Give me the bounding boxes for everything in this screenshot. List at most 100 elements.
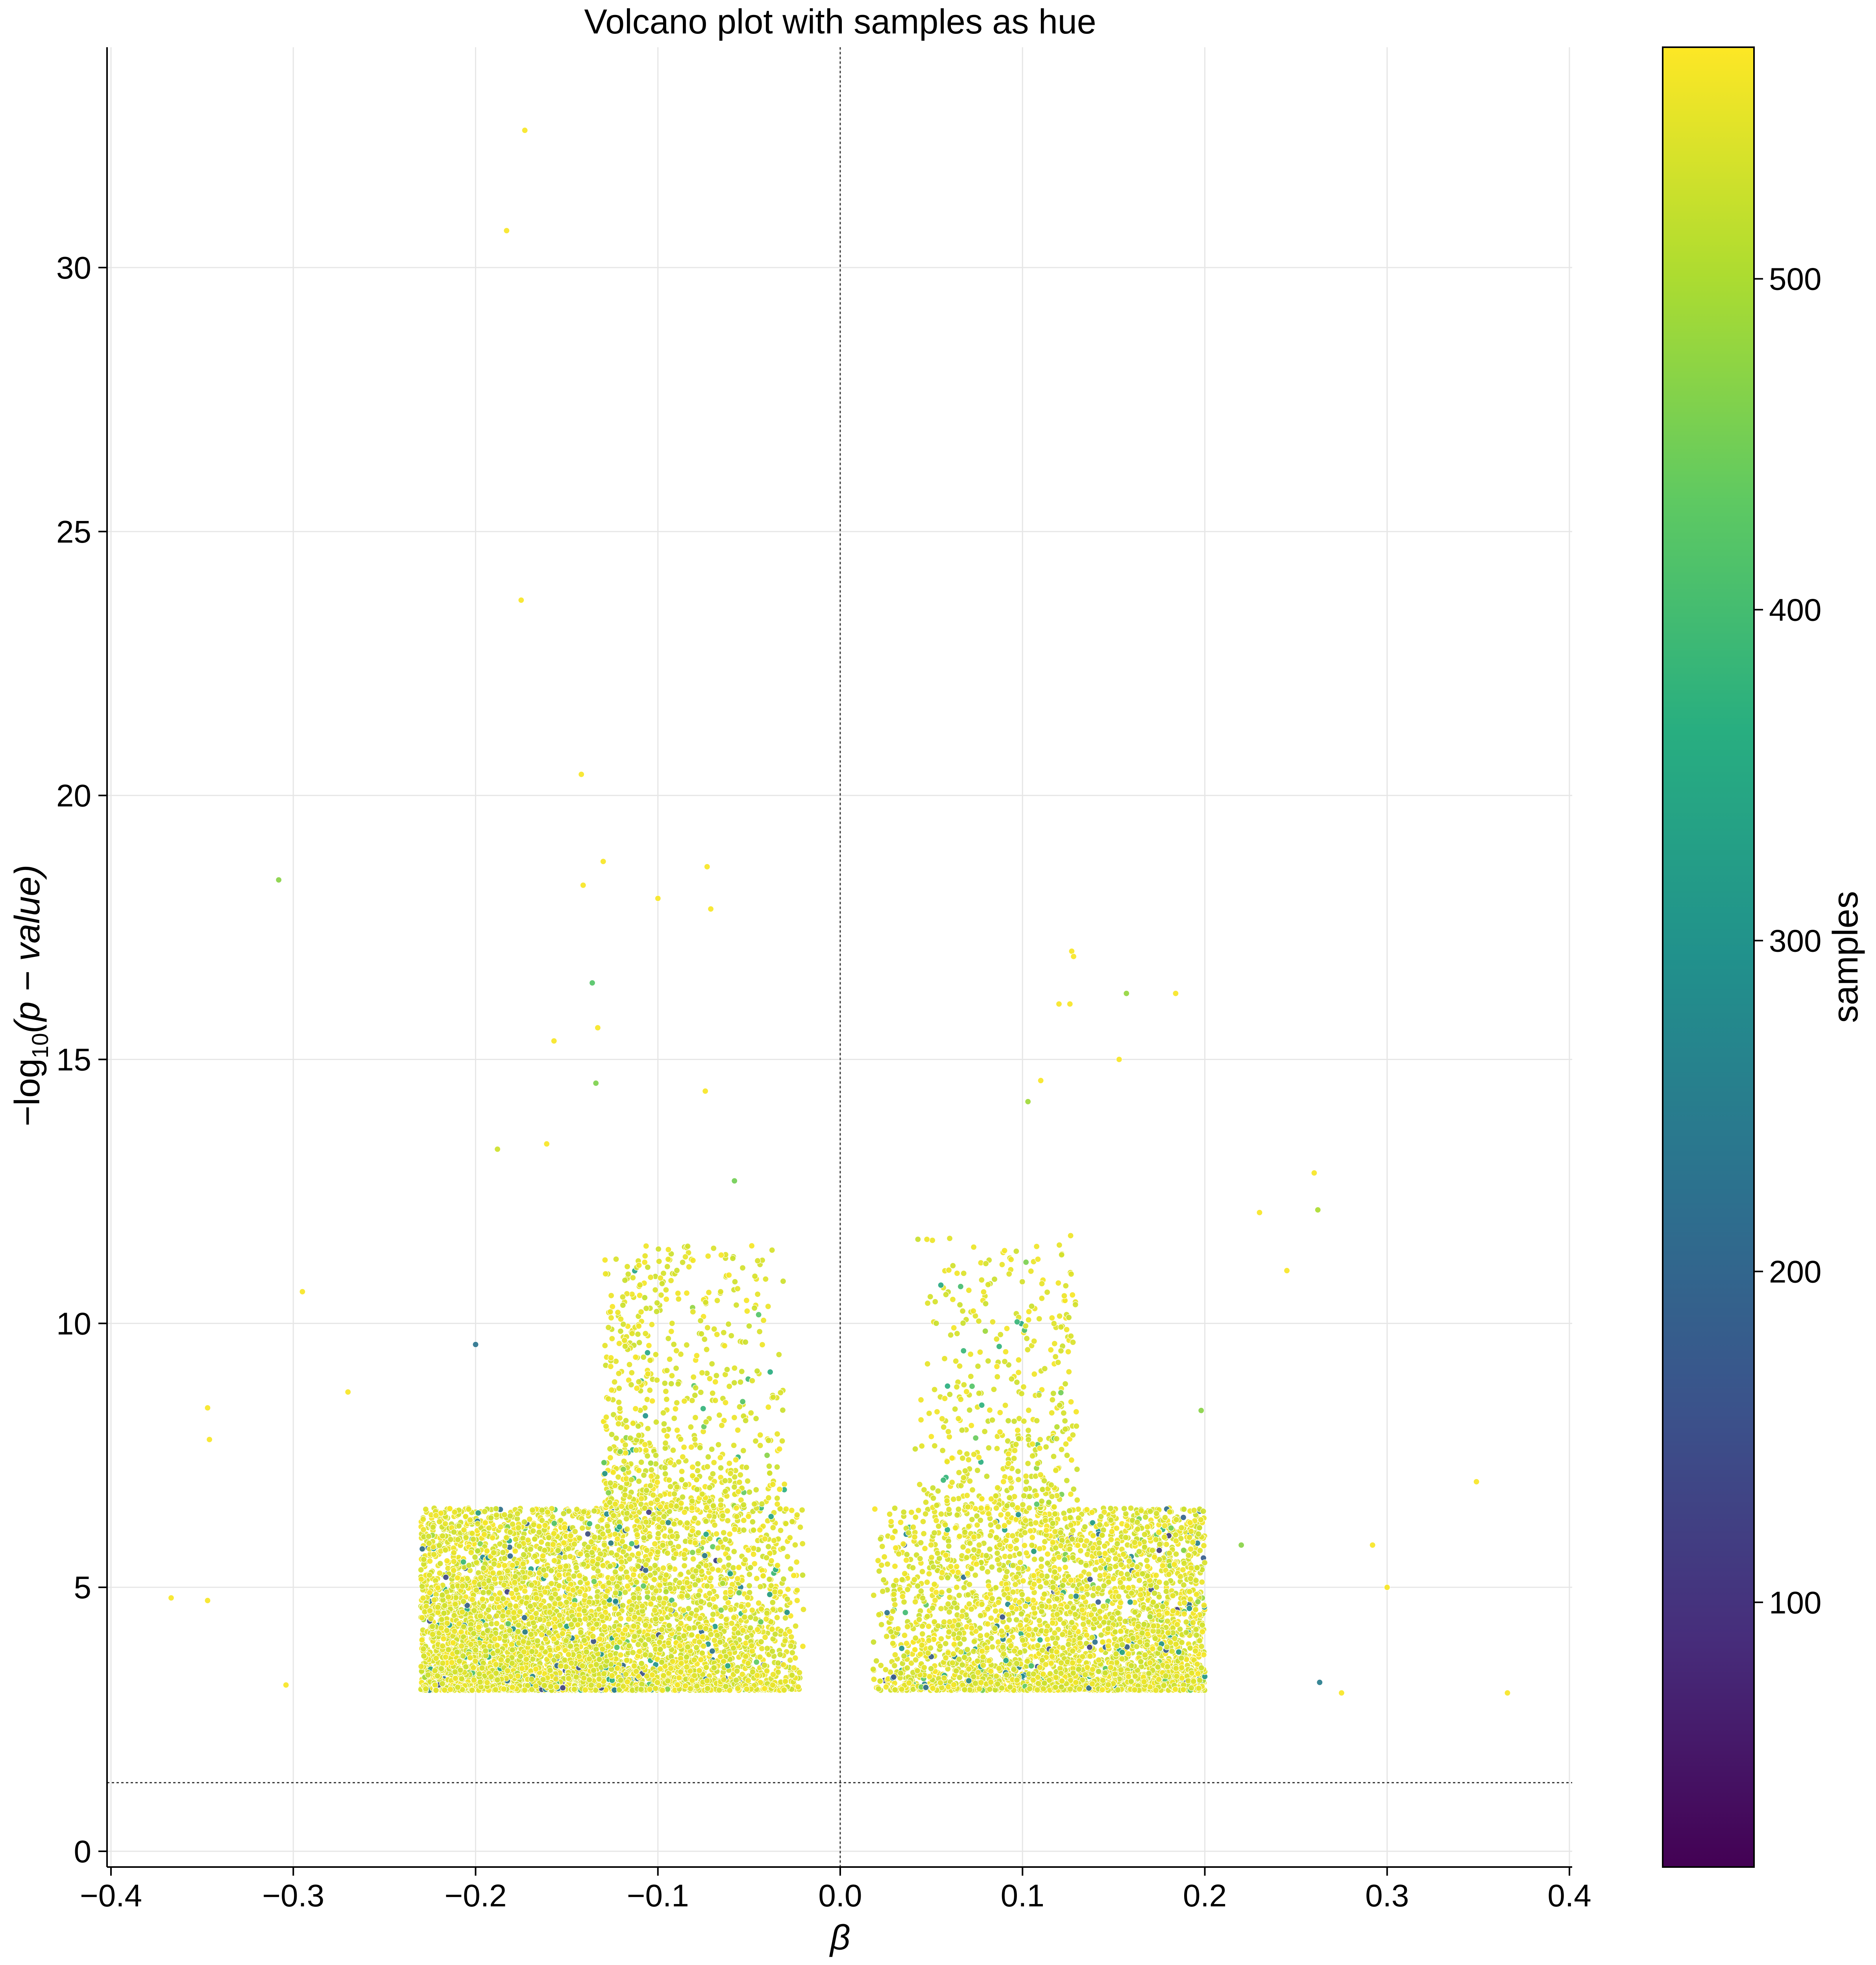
scatter-point	[623, 1515, 630, 1522]
scatter-point	[757, 1583, 764, 1590]
scatter-point	[542, 1572, 549, 1579]
scatter-point	[697, 1624, 704, 1631]
scatter-point	[591, 1578, 597, 1585]
scatter-point	[529, 1648, 535, 1655]
scatter-point	[625, 1616, 632, 1622]
scatter-point	[784, 1553, 791, 1560]
scatter-point	[599, 1531, 606, 1537]
scatter-point	[754, 1626, 761, 1633]
scatter-point	[684, 1579, 691, 1586]
scatter-point	[755, 1600, 762, 1607]
scatter-point	[647, 1572, 654, 1579]
scatter-point	[650, 1595, 657, 1602]
scatter-point	[609, 1575, 616, 1582]
scatter-point	[676, 1579, 683, 1586]
scatter-point	[501, 1582, 507, 1588]
scatter-point	[766, 1576, 773, 1583]
scatter-point	[774, 1562, 781, 1569]
scatter-point	[462, 1534, 469, 1541]
scatter-point	[444, 1620, 451, 1627]
scatter-point	[794, 1597, 800, 1604]
scatter-point	[531, 1553, 538, 1560]
scatter-point	[622, 1626, 628, 1633]
scatter-point	[777, 1651, 784, 1658]
scatter-point	[667, 1665, 674, 1672]
scatter-point	[761, 1662, 768, 1669]
scatter-point	[595, 1606, 603, 1612]
scatter-point	[552, 1591, 559, 1597]
scatter-point	[576, 1572, 583, 1579]
scatter-point	[704, 1685, 711, 1692]
scatter-point	[503, 1534, 510, 1541]
scatter-point	[439, 1592, 445, 1598]
scatter-point	[660, 1600, 667, 1607]
scatter-point	[711, 1522, 718, 1529]
scatter-point	[452, 1675, 459, 1682]
scatter-point	[439, 1660, 446, 1667]
scatter-point	[501, 1511, 508, 1518]
scatter-point	[677, 1620, 684, 1627]
scatter-point	[680, 1585, 686, 1592]
scatter-point	[740, 1517, 747, 1524]
scatter-point	[452, 1601, 458, 1608]
scatter-point	[467, 1516, 473, 1523]
scatter-point	[442, 1547, 449, 1553]
scatter-point	[426, 1572, 433, 1579]
scatter-point	[437, 1560, 444, 1567]
scatter-point	[594, 1523, 601, 1530]
scatter-point	[763, 1616, 770, 1622]
scatter-point	[738, 1603, 745, 1610]
scatter-point	[677, 1669, 684, 1675]
scatter-point	[616, 1524, 623, 1530]
scatter-point	[756, 1654, 763, 1660]
scatter-point	[567, 1643, 574, 1649]
scatter-point	[730, 1645, 737, 1651]
scatter-point	[723, 1616, 730, 1623]
scatter-point	[788, 1507, 795, 1514]
scatter-point	[440, 1635, 447, 1642]
scatter-point	[658, 1626, 665, 1633]
scatter-point	[533, 1595, 540, 1602]
scatter-point	[436, 1518, 443, 1525]
scatter-point	[769, 1682, 776, 1688]
scatter-point	[460, 1559, 467, 1565]
scatter-point	[669, 1533, 676, 1540]
scatter-point	[707, 1575, 714, 1581]
scatter-point	[745, 1513, 752, 1520]
scatter-point	[717, 1639, 723, 1646]
scatter-point	[536, 1529, 543, 1536]
scatter-point	[655, 1530, 662, 1537]
scatter-point	[665, 1640, 672, 1646]
scatter-point	[678, 1593, 685, 1600]
scatter-point	[436, 1542, 443, 1549]
scatter-point	[799, 1507, 806, 1513]
scatter-point	[716, 1557, 723, 1564]
scatter-point	[626, 1642, 633, 1649]
scatter-point	[556, 1612, 563, 1619]
scatter-point	[736, 1589, 743, 1596]
scatter-point	[585, 1544, 591, 1551]
scatter-point	[664, 1677, 671, 1684]
scatter-point	[565, 1545, 572, 1552]
scatter-point	[624, 1526, 630, 1533]
scatter-point	[471, 1677, 477, 1683]
scatter-point	[456, 1658, 463, 1664]
scatter-point	[556, 1572, 562, 1579]
scatter-point	[493, 1642, 501, 1649]
scatter-point	[532, 1666, 539, 1673]
scatter-point	[475, 1624, 482, 1631]
scatter-point	[608, 1540, 614, 1546]
scatter-point	[654, 1549, 661, 1555]
scatter-point	[521, 1574, 528, 1581]
scatter-point	[787, 1534, 793, 1541]
scatter-point	[493, 1661, 499, 1668]
scatter-point	[501, 1562, 508, 1569]
scatter-point	[560, 1540, 567, 1546]
scatter-point	[715, 1545, 721, 1551]
scatter-point	[709, 1648, 716, 1655]
scatter-point	[492, 1636, 498, 1642]
scatter-point	[689, 1549, 696, 1556]
scatter-point	[492, 1686, 499, 1693]
scatter-point	[702, 1625, 709, 1632]
